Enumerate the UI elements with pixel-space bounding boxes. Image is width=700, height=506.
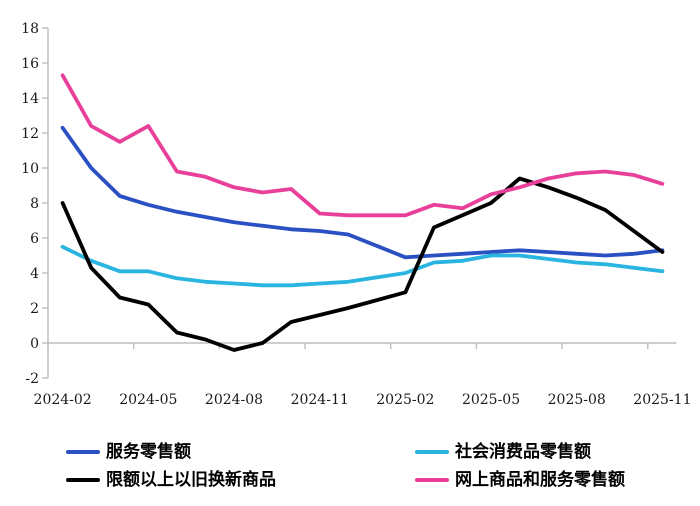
y-tick-label-6: 6 xyxy=(30,231,39,247)
legend-swatch-trade-in-goods xyxy=(66,478,100,482)
series-line-trade-in-goods xyxy=(60,176,665,352)
x-tick-label-2024-11: 2024-11 xyxy=(291,392,349,408)
legend-swatch-online-retail xyxy=(415,478,449,482)
series-line-online-retail xyxy=(60,73,665,218)
y-tick-label-4: 4 xyxy=(30,266,39,282)
y-tick-label-18: 18 xyxy=(21,21,39,37)
y-tick-label-2: 2 xyxy=(30,301,39,317)
legend-swatch-consumer-goods-retail xyxy=(415,450,449,454)
y-tick-label-8: 8 xyxy=(30,196,39,212)
series-line-services-retail xyxy=(60,125,665,260)
x-tick-label-2025-08: 2025-08 xyxy=(548,392,606,408)
legend-swatch-services-retail xyxy=(66,450,100,454)
y-tick-label-12: 12 xyxy=(21,126,39,142)
x-tick-label-2024-08: 2024-08 xyxy=(205,392,263,408)
legend-item-consumer-goods-retail: 社会消费品零售额 xyxy=(415,442,676,462)
y-tick-label-16: 16 xyxy=(21,56,39,72)
x-tick-label-2024-02: 2024-02 xyxy=(34,392,92,408)
series-line-consumer-goods-retail xyxy=(60,244,665,288)
y-tick-label-0: 0 xyxy=(30,336,39,352)
legend-label-trade-in-goods: 限额以上以旧换新商品 xyxy=(106,470,276,490)
y-tick-label-10: 10 xyxy=(21,161,39,177)
x-tick-label-2025-02: 2025-02 xyxy=(376,392,434,408)
x-tick-label-2025-05: 2025-05 xyxy=(462,392,520,408)
x-tick-label-2025-11: 2025-11 xyxy=(633,392,691,408)
x-tick-label-2024-05: 2024-05 xyxy=(119,392,177,408)
chart-svg: 18 16 14 12 10 8 6 4 2 0 -2 2024-02 2024-05 2024-08 20… xyxy=(21,21,691,408)
y-tick-label-14: 14 xyxy=(21,91,39,107)
legend: 服务零售额 社会消费品零售额 限额以上以旧换新商品 网上商品和服务零售额 xyxy=(66,442,676,490)
legend-item-services-retail: 服务零售额 xyxy=(66,442,415,462)
legend-label-services-retail: 服务零售额 xyxy=(106,442,191,462)
legend-label-consumer-goods-retail: 社会消费品零售额 xyxy=(455,442,591,462)
y-tick-label--2: -2 xyxy=(25,371,39,387)
legend-label-online-retail: 网上商品和服务零售额 xyxy=(455,470,625,490)
legend-item-online-retail: 网上商品和服务零售额 xyxy=(415,470,676,490)
legend-item-trade-in-goods: 限额以上以旧换新商品 xyxy=(66,470,415,490)
